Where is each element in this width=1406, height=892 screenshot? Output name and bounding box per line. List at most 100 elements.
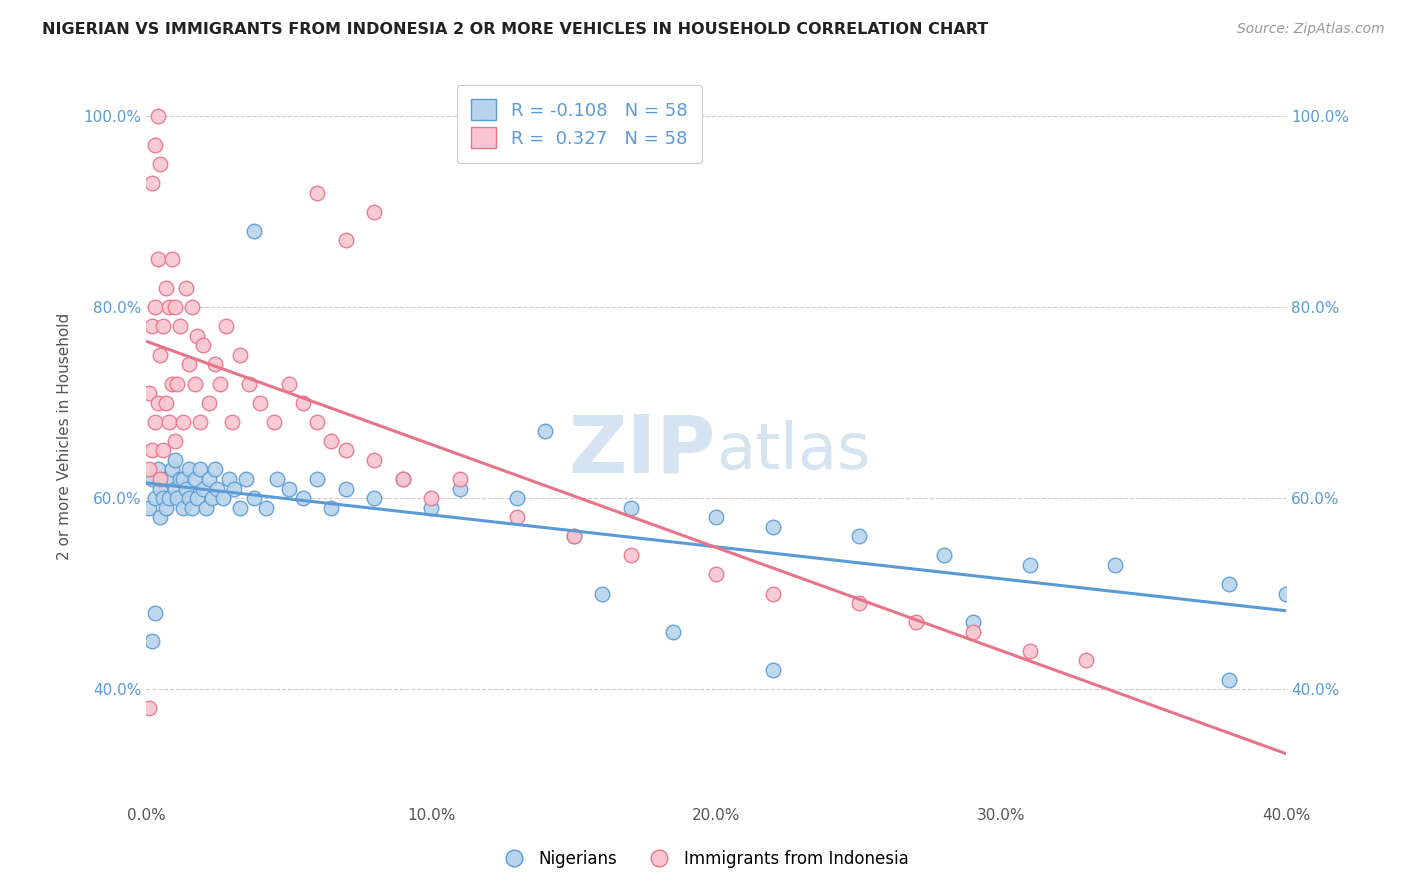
Point [307,415,329,429]
Point [848,529,870,543]
Point [420,500,443,515]
Point [191,482,214,496]
Point [904,615,927,630]
Point [848,596,870,610]
Point [180,300,202,314]
Point [277,376,299,391]
Point [321,434,343,448]
Point [155,281,177,295]
Point [1018,644,1040,658]
Point [215,319,238,334]
Point [391,472,413,486]
Point [321,500,343,515]
Point [146,252,169,267]
Point [146,109,169,123]
Point [169,319,191,334]
Point [238,376,260,391]
Point [143,491,166,505]
Point [932,549,955,563]
Point [335,482,357,496]
Point [363,204,385,219]
Point [152,319,174,334]
Point [204,462,226,476]
Point [762,663,785,677]
Point [249,395,271,409]
Point [243,224,266,238]
Text: atlas: atlas [716,420,870,482]
Point [141,319,163,334]
Point [229,500,252,515]
Point [1076,653,1098,667]
Point [209,376,232,391]
Point [166,491,188,505]
Point [160,376,183,391]
Point [138,462,160,476]
Point [172,500,194,515]
Text: NIGERIAN VS IMMIGRANTS FROM INDONESIA 2 OR MORE VEHICLES IN HOUSEHOLD CORRELATIO: NIGERIAN VS IMMIGRANTS FROM INDONESIA 2 … [42,22,988,37]
Point [263,415,285,429]
Point [534,425,557,439]
Point [619,500,641,515]
Point [141,443,163,458]
Point [141,472,163,486]
Point [363,491,385,505]
Point [138,386,160,401]
Point [146,462,169,476]
Point [212,491,235,505]
Text: ZIP: ZIP [569,412,716,490]
Point [449,482,471,496]
Point [141,634,163,648]
Point [143,415,166,429]
Point [962,615,984,630]
Point [174,482,197,496]
Point [174,281,197,295]
Point [198,395,221,409]
Point [149,510,172,524]
Point [143,137,166,152]
Point [149,157,172,171]
Point [254,500,277,515]
Point [662,624,685,639]
Point [169,472,191,486]
Point [619,549,641,563]
Point [163,434,186,448]
Point [186,491,208,505]
Point [762,586,785,600]
Point [266,472,288,486]
Point [505,510,527,524]
Legend: Nigerians, Immigrants from Indonesia: Nigerians, Immigrants from Indonesia [491,844,915,875]
Point [562,529,585,543]
Point [180,500,202,515]
Point [195,500,218,515]
Text: Source: ZipAtlas.com: Source: ZipAtlas.com [1237,22,1385,37]
Point [155,395,177,409]
Point [704,567,727,582]
Point [141,176,163,190]
Point [183,376,205,391]
Point [143,300,166,314]
Point [149,348,172,362]
Point [163,300,186,314]
Point [155,500,177,515]
Point [143,606,166,620]
Point [177,462,200,476]
Point [163,482,186,496]
Point [152,491,174,505]
Point [1275,586,1298,600]
Point [962,624,984,639]
Point [1218,577,1240,591]
Point [1018,558,1040,572]
Point [307,186,329,200]
Point [335,233,357,247]
Point [449,472,471,486]
Point [166,376,188,391]
Point [191,338,214,352]
Point [138,701,160,715]
Point [183,472,205,486]
Legend: R = -0.108   N = 58, R =  0.327   N = 58: R = -0.108 N = 58, R = 0.327 N = 58 [457,85,702,162]
Y-axis label: 2 or more Vehicles in Household: 2 or more Vehicles in Household [58,312,72,559]
Point [291,491,314,505]
Point [1104,558,1126,572]
Point [188,415,211,429]
Point [188,462,211,476]
